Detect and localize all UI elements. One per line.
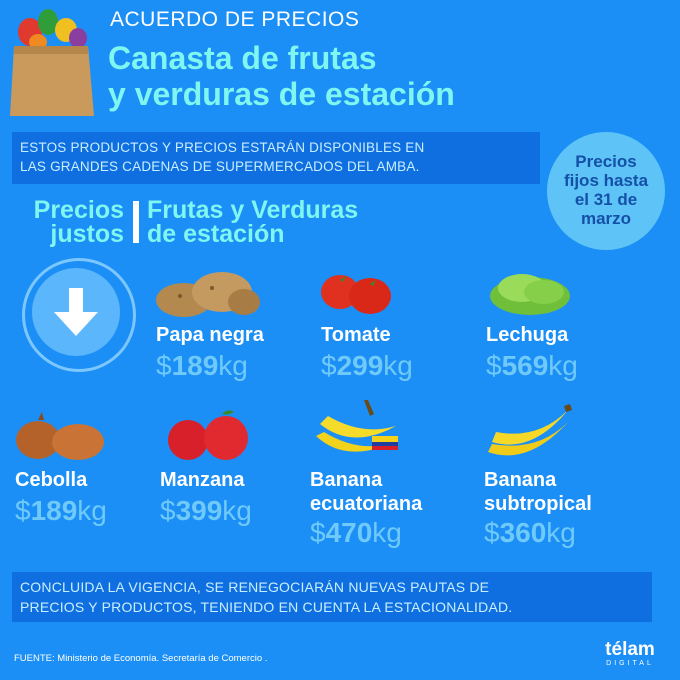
notice-line: ESTOS PRODUCTOS Y PRECIOS ESTARÁN DISPON… (20, 140, 425, 155)
product-card: Lechuga $569kg (486, 323, 578, 381)
price-amount: 399 (175, 495, 223, 526)
notice-line: PRECIOS Y PRODUCTOS, TENIENDO EN CUENTA … (20, 599, 513, 615)
price-unit: kg (218, 350, 248, 381)
price-amount: 569 (501, 350, 549, 381)
product-price: $299kg (321, 351, 413, 381)
down-arrow-ring (22, 258, 136, 372)
tomato-icon (321, 275, 391, 314)
product-card: Cebolla $189kg (15, 468, 107, 526)
price-amount: 299 (336, 350, 384, 381)
notice-line: LAS GRANDES CADENAS DE SUPERMERCADOS DEL… (20, 159, 420, 174)
product-name: Tomate (321, 324, 391, 346)
price-currency: $ (484, 517, 500, 548)
price-amount: 189 (30, 495, 78, 526)
precios-justos-label: Precios justos (14, 196, 124, 248)
price-amount: 189 (171, 350, 219, 381)
price-currency: $ (486, 350, 502, 381)
seasonal-label: Frutas y Verduras de estación (147, 196, 427, 248)
label-divider (133, 201, 139, 243)
title-line: Canasta de frutas (108, 40, 377, 76)
notice-line: CONCLUIDA LA VIGENCIA, SE RENEGOCIARÁN N… (20, 579, 490, 595)
product-name: Banana (484, 469, 557, 491)
telam-logo: télam DIGITAL (592, 640, 668, 668)
product-name: Papa negra (156, 324, 264, 346)
onion-icon (16, 412, 104, 460)
price-unit: kg (77, 495, 107, 526)
badge-line: marzo (580, 209, 632, 228)
badge-line: el 31 de (574, 190, 638, 209)
price-currency: $ (160, 495, 176, 526)
label-line: de estación (147, 220, 285, 248)
product-name: Banana (310, 469, 383, 491)
product-card: Tomate $299kg (321, 323, 413, 381)
product-name: Manzana (160, 469, 245, 491)
apple-icon (168, 410, 248, 460)
price-amount: 470 (325, 517, 373, 548)
product-card: Banana ecuatoriana $470kg (310, 468, 422, 548)
product-name: Cebolla (15, 469, 88, 491)
banana-icon (488, 404, 572, 456)
label-line: Frutas y Verduras (147, 196, 359, 224)
renegotiation-notice: CONCLUIDA LA VIGENCIA, SE RENEGOCIARÁN N… (12, 572, 652, 622)
price-currency: $ (321, 350, 337, 381)
badge-line: Precios (575, 152, 637, 171)
arrow-down-icon (54, 288, 98, 336)
price-unit: kg (548, 350, 578, 381)
header-kicker: ACUERDO DE PRECIOS (110, 8, 360, 31)
product-price: $399kg (160, 496, 252, 526)
product-name-line2: ecuatoriana (310, 493, 423, 515)
price-currency: $ (156, 350, 172, 381)
price-unit: kg (383, 350, 413, 381)
product-name-line2: subtropical (484, 493, 592, 515)
logo-name: télam (605, 639, 655, 660)
product-name: Lechuga (486, 324, 569, 346)
label-line: justos (50, 220, 124, 248)
label-line: Precios (33, 196, 124, 224)
product-price: $569kg (486, 351, 578, 381)
product-card: Manzana $399kg (160, 468, 252, 526)
product-price: $360kg (484, 518, 592, 548)
fixed-prices-badge: Precios fijos hasta el 31 de marzo (547, 132, 665, 250)
potato-icon (156, 272, 260, 317)
logo-sub: DIGITAL (606, 660, 654, 667)
page-title: Canasta de frutas y verduras de estación (108, 40, 455, 112)
badge-text: Precios fijos hasta el 31 de marzo (547, 152, 665, 228)
availability-notice: ESTOS PRODUCTOS Y PRECIOS ESTARÁN DISPON… (12, 132, 540, 184)
source-note: FUENTE: Ministerio de Economía. Secretar… (14, 653, 268, 664)
lettuce-icon (490, 274, 570, 315)
price-unit: kg (222, 495, 252, 526)
price-currency: $ (15, 495, 31, 526)
title-line: y verduras de estación (108, 76, 455, 112)
ecuador-flag-icon (372, 436, 398, 442)
banana-icon (316, 400, 398, 452)
price-unit: kg (372, 517, 402, 548)
product-card: Banana subtropical $360kg (484, 468, 592, 548)
price-amount: 360 (499, 517, 547, 548)
product-card: Papa negra $189kg (156, 323, 264, 381)
price-unit: kg (546, 517, 576, 548)
down-arrow-circle (32, 268, 120, 356)
product-price: $189kg (15, 496, 107, 526)
price-currency: $ (310, 517, 326, 548)
product-price: $189kg (156, 351, 264, 381)
grocery-bag-icon (10, 9, 94, 116)
product-price: $470kg (310, 518, 422, 548)
badge-line: fijos hasta (563, 171, 649, 190)
